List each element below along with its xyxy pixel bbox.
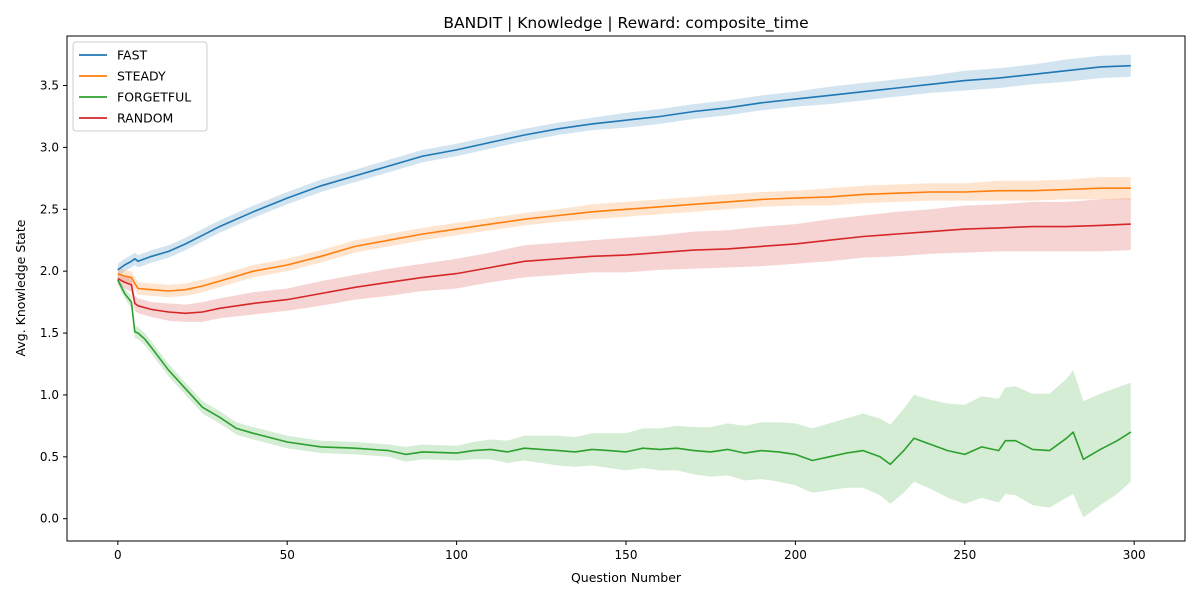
- series-lines: [117, 64, 1132, 466]
- legend-label-steady: STEADY: [117, 69, 166, 84]
- series-line-steady: [117, 187, 1131, 292]
- x-tick-label: 200: [784, 548, 807, 562]
- y-tick-label: 1.5: [40, 326, 59, 340]
- x-tick-label: 100: [445, 548, 468, 562]
- y-tick-label: 2.0: [40, 264, 59, 278]
- band-fast: [117, 54, 1131, 277]
- band-forgetful: [117, 276, 1131, 518]
- y-tick-label: 0.5: [40, 450, 59, 464]
- legend-frame: [72, 41, 208, 132]
- legend-label-random: RANDOM: [117, 111, 173, 126]
- y-axis-label: Avg. Knowledge State: [13, 219, 28, 356]
- y-axis-ticks: 0.0 0.5 1.0 1.5 2.0 2.5 3.0 3.5: [40, 79, 67, 526]
- y-tick-label: 3.0: [40, 140, 59, 154]
- x-tick-label: 250: [953, 548, 976, 562]
- series-line-forgetful: [117, 279, 1132, 466]
- plot-frame: [66, 35, 1186, 542]
- band-steady: [117, 177, 1131, 298]
- y-tick-label: 0.0: [40, 512, 59, 526]
- series-line-random: [117, 223, 1131, 315]
- y-tick-label: 2.5: [40, 202, 59, 216]
- y-tick-label: 1.0: [40, 388, 59, 402]
- confidence-bands: [117, 54, 1131, 518]
- band-random: [117, 198, 1131, 322]
- series-line-fast: [117, 64, 1131, 271]
- legend-label-fast: FAST: [117, 48, 148, 63]
- x-tick-label: 50: [280, 548, 295, 562]
- x-axis-ticks: 0 50 100 150 200 250 300: [114, 541, 1146, 562]
- legend: FAST STEADY FORGETFUL RANDOM: [72, 41, 208, 132]
- x-tick-label: 0: [114, 548, 122, 562]
- x-tick-label: 150: [615, 548, 638, 562]
- x-axis-label: Question Number: [571, 570, 682, 585]
- y-tick-label: 3.5: [40, 79, 59, 93]
- legend-label-forgetful: FORGETFUL: [117, 90, 191, 105]
- chart-title: BANDIT | Knowledge | Reward: composite_t…: [443, 14, 808, 33]
- x-tick-label: 300: [1123, 548, 1146, 562]
